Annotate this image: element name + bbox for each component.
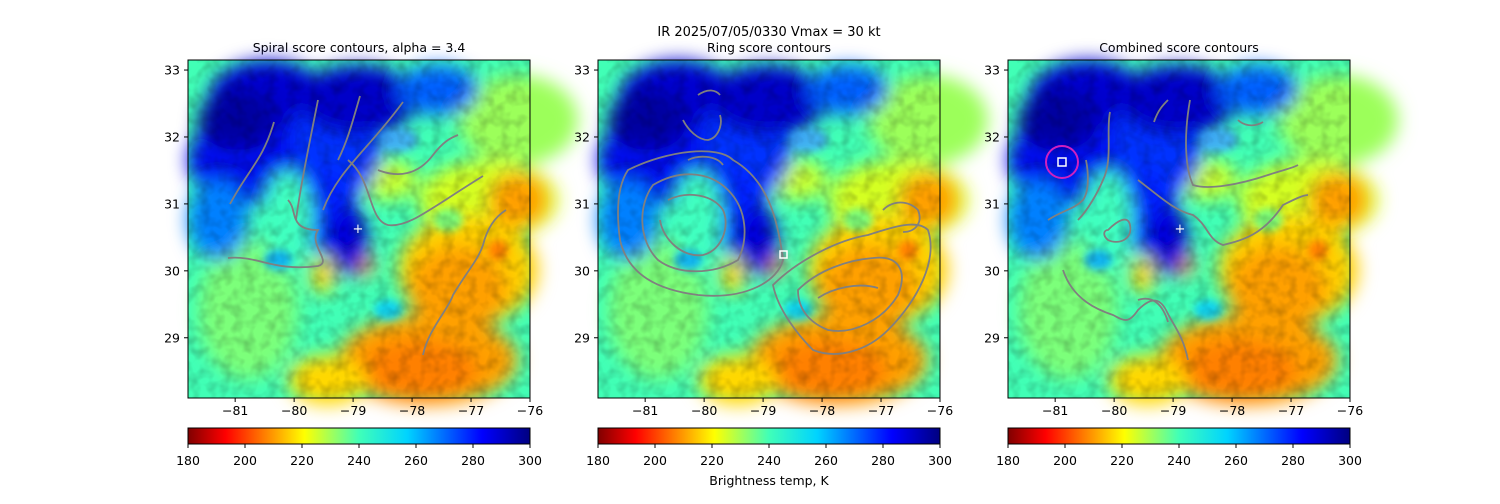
colorbar-1: 180 200 220 240 260 280 300 (176, 427, 542, 468)
x-tick-label: −78 (1219, 403, 1245, 418)
x-axis: −81 −80 −79 −78 −77 −76 (222, 398, 543, 418)
colorbar-tick-label: 300 (518, 453, 542, 468)
colorbar-tick-label: 240 (1167, 453, 1191, 468)
x-axis: −81 −80 −79 −78 −77 −76 (632, 398, 953, 418)
panel-spiral: Spiral score contours, alpha = 3.4 + −81… (164, 40, 578, 418)
y-axis: 29 30 31 32 33 (574, 63, 598, 345)
colorbar-tick-label: 180 (586, 453, 610, 468)
square-marker (779, 250, 788, 259)
square-marker (1057, 157, 1067, 167)
x-tick-label: −76 (1337, 403, 1363, 418)
y-tick-label: 30 (164, 263, 180, 278)
y-tick-label: 32 (574, 129, 590, 144)
colorbar-tick-label: 220 (1110, 453, 1134, 468)
x-tick-label: −78 (809, 403, 835, 418)
colorbar-tick-label: 260 (1224, 453, 1248, 468)
y-tick-label: 30 (574, 263, 590, 278)
colorbar-2: 180 200 220 240 260 280 300 Brightness temp, K (586, 427, 952, 488)
colorbar-tick-label: 220 (700, 453, 724, 468)
x-tick-label: −80 (281, 403, 307, 418)
y-tick-label: 31 (574, 196, 590, 211)
colorbar-tick-label: 280 (461, 453, 485, 468)
center-marker: + (1175, 222, 1186, 237)
colorbar-tick-label: 260 (404, 453, 428, 468)
combined-contours (1047, 99, 1309, 361)
x-tick-label: −81 (632, 403, 658, 418)
x-tick-label: −78 (399, 403, 425, 418)
y-tick-label: 31 (984, 196, 1000, 211)
y-tick-label: 32 (164, 129, 180, 144)
colorbar-tick-label: 220 (290, 453, 314, 468)
panel-title: Spiral score contours, alpha = 3.4 (253, 40, 466, 55)
colorbar-tick-label: 240 (757, 453, 781, 468)
colorbar-tick-label: 300 (1338, 453, 1362, 468)
panel-ring: Ring score contours −81 −80 −79 −78 −77 −76 2… (574, 40, 988, 418)
ir-image (188, 60, 578, 405)
x-tick-label: −77 (1278, 403, 1304, 418)
y-tick-label: 32 (984, 129, 1000, 144)
colorbar-tick-label: 240 (347, 453, 371, 468)
colorbar-tick-label: 180 (996, 453, 1020, 468)
x-tick-label: −79 (340, 403, 366, 418)
y-tick-label: 29 (574, 330, 590, 345)
x-tick-label: −77 (458, 403, 484, 418)
x-axis: −81 −80 −79 −78 −77 −76 (1042, 398, 1363, 418)
y-tick-label: 29 (164, 330, 180, 345)
colorbar-tick-label: 200 (1053, 453, 1077, 468)
y-axis: 29 30 31 32 33 (984, 63, 1008, 345)
x-tick-label: −80 (691, 403, 717, 418)
ring-contours (617, 89, 932, 355)
panel-title: Ring score contours (707, 40, 831, 55)
colorbar-tick-label: 200 (643, 453, 667, 468)
y-tick-label: 31 (164, 196, 180, 211)
y-tick-label: 33 (984, 63, 1000, 78)
circle-marker (1045, 145, 1079, 179)
x-tick-label: −77 (868, 403, 894, 418)
x-tick-label: −79 (750, 403, 776, 418)
panel-title: Combined score contours (1099, 40, 1259, 55)
ir-image (1008, 60, 1398, 405)
x-tick-label: −76 (517, 403, 543, 418)
y-tick-label: 33 (164, 63, 180, 78)
x-tick-label: −76 (927, 403, 953, 418)
colorbar-label: Brightness temp, K (709, 473, 829, 488)
x-tick-label: −81 (222, 403, 248, 418)
colorbar-tick-label: 200 (233, 453, 257, 468)
y-tick-label: 30 (984, 263, 1000, 278)
y-tick-label: 33 (574, 63, 590, 78)
figure-title: IR 2025/07/05/0330 Vmax = 30 kt (657, 25, 880, 40)
panel-combined: Combined score contours + −81 −80 −79 −78 −7… (984, 40, 1398, 418)
colorbar-tick-label: 280 (871, 453, 895, 468)
colorbar-3: 180 200 220 240 260 280 300 (996, 427, 1362, 468)
colorbar-tick-label: 300 (928, 453, 952, 468)
x-tick-label: −81 (1042, 403, 1068, 418)
spiral-contours (227, 95, 507, 356)
colorbar-tick-label: 260 (814, 453, 838, 468)
y-axis: 29 30 31 32 33 (164, 63, 188, 345)
colorbar-tick-label: 280 (1281, 453, 1305, 468)
x-tick-label: −80 (1101, 403, 1127, 418)
center-marker: + (353, 222, 364, 237)
y-tick-label: 29 (984, 330, 1000, 345)
colorbar-tick-label: 180 (176, 453, 200, 468)
x-tick-label: −79 (1160, 403, 1186, 418)
